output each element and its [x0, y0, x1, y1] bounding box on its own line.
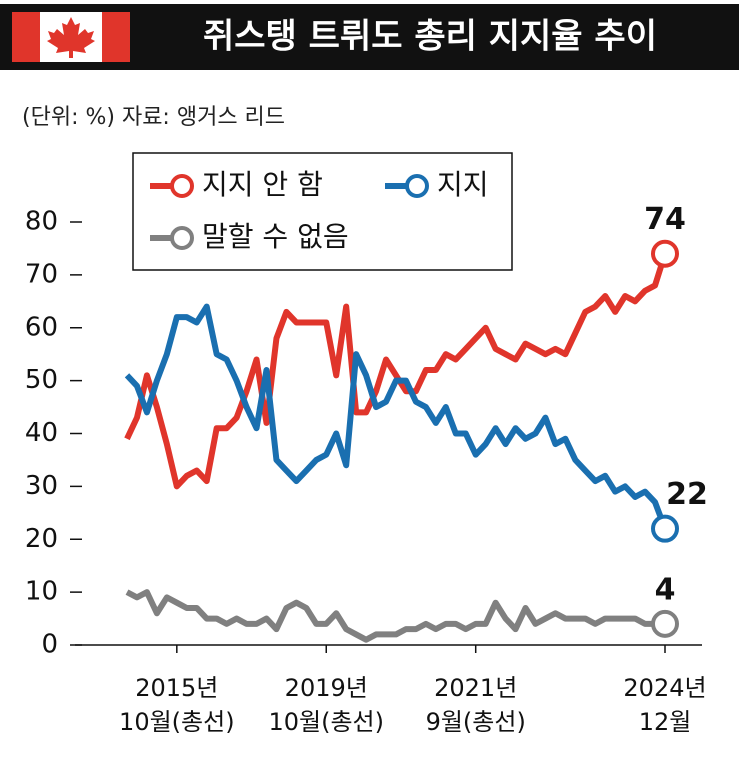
legend-label: 지지 [437, 168, 489, 201]
legend-label: 지지 안 함 [202, 168, 323, 201]
subtitle: (단위: %) 자료: 앵거스 리드 [22, 105, 285, 130]
y-tick-label: 10 [25, 577, 58, 607]
y-tick-label: 80 [25, 207, 58, 237]
x-tick-label: 2024년 12월 [623, 674, 706, 736]
legend-marker [170, 226, 194, 250]
end-value-label: 74 [644, 202, 686, 237]
y-tick-label: 0 [41, 630, 58, 660]
x-tick-label: 2015년 10월(총선) [119, 674, 235, 736]
legend-box [132, 152, 513, 271]
series-line [124, 303, 668, 530]
y-tick-label: 40 [25, 418, 58, 448]
y-tick-label: 60 [25, 312, 58, 342]
y-tick-label: 30 [25, 471, 58, 501]
y-tick-label: 50 [25, 365, 58, 395]
end-marker [651, 609, 679, 638]
end-value-label: 22 [666, 477, 708, 512]
x-tick-label: 2019년 10월(총선) [269, 674, 385, 736]
chart-title: 쥐스탱 트뤼도 총리 지지율 추이 [203, 17, 657, 57]
y-tick-label: 70 [25, 259, 58, 289]
end-marker [651, 239, 679, 268]
legend-label: 말할 수 없음 [202, 220, 349, 253]
x-tick-label: 2021년 9월(총선) [426, 674, 526, 736]
series-line [124, 252, 668, 490]
y-tick-label: 20 [25, 524, 58, 554]
legend-marker [170, 174, 194, 198]
end-value-label: 4 [655, 572, 676, 607]
flag [12, 12, 130, 62]
end-marker [651, 514, 679, 543]
legend-marker [405, 174, 429, 198]
series-line [125, 589, 665, 643]
